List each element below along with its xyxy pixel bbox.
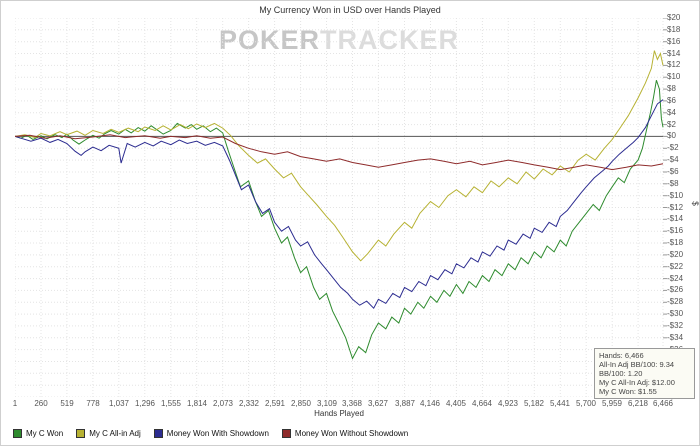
stats-line: Hands: 6,466 xyxy=(599,351,644,360)
legend-label: My C All-in Adj xyxy=(89,429,141,438)
series-line-1 xyxy=(15,50,664,262)
x-tick-label: 4,923 xyxy=(497,399,519,408)
x-tick-label: 3,627 xyxy=(367,399,389,408)
x-tick-label: 1 xyxy=(12,399,18,408)
legend-item-1[interactable]: My C All-in Adj xyxy=(76,429,141,438)
series-line-0 xyxy=(15,80,664,360)
chart-plot-area[interactable] xyxy=(15,18,671,397)
series-line-2 xyxy=(15,99,664,310)
x-tick-label: 4,405 xyxy=(445,399,467,408)
stats-line: My C Won: $1.55 xyxy=(599,387,657,396)
x-tick-label: 6,466 xyxy=(652,399,674,408)
legend-swatch-icon xyxy=(76,429,86,438)
legend-label: My C Won xyxy=(26,429,64,438)
x-tick-label: 2,850 xyxy=(290,399,312,408)
series-line-3 xyxy=(15,134,664,171)
x-tick-label: 5,700 xyxy=(575,399,597,408)
x-tick-label: 3,368 xyxy=(341,399,363,408)
legend-item-2[interactable]: Money Won With Showdown xyxy=(153,429,269,438)
legend: My C Won My C All-in Adj Money Won With Sh… xyxy=(13,429,408,438)
legend-swatch-icon xyxy=(281,429,291,438)
x-tick-label: 4,146 xyxy=(419,399,441,408)
x-tick-label: 519 xyxy=(60,399,74,408)
x-tick-label: 1,555 xyxy=(160,399,182,408)
x-tick-label: 3,887 xyxy=(394,399,416,408)
x-tick-label: 5,441 xyxy=(549,399,571,408)
legend-label: Money Won Without Showdown xyxy=(294,429,409,438)
chart-title: My Currency Won in USD over Hands Played xyxy=(259,5,441,15)
x-tick-label: 1,814 xyxy=(186,399,208,408)
legend-label: Money Won With Showdown xyxy=(166,429,269,438)
x-tick-label: 2,591 xyxy=(264,399,286,408)
x-tick-label: 2,073 xyxy=(212,399,234,408)
stats-box: Hands: 6,466 All-In Adj BB/100: 9.34 BB/10… xyxy=(594,348,695,399)
legend-swatch-icon xyxy=(13,429,22,438)
x-tick-label: 6,218 xyxy=(627,399,649,408)
x-tick-label: 4,664 xyxy=(471,399,493,408)
x-tick-label: 3,109 xyxy=(316,399,338,408)
stats-line: BB/100: 1.20 xyxy=(599,369,643,378)
x-tick-label: 5,959 xyxy=(601,399,623,408)
x-tick-label: 2,332 xyxy=(238,399,260,408)
y-axis-title: $ xyxy=(690,201,700,206)
x-tick-label: 778 xyxy=(86,399,100,408)
legend-swatch-icon xyxy=(153,429,163,438)
x-tick-label: 260 xyxy=(34,399,48,408)
legend-item-0[interactable]: My C Won xyxy=(13,429,63,438)
stats-line: My C All-In Adj: $12.00 xyxy=(599,378,675,387)
x-tick-label: 5,182 xyxy=(523,399,545,408)
legend-item-3[interactable]: Money Won Without Showdown xyxy=(281,429,409,438)
x-tick-label: 1,037 xyxy=(108,399,130,408)
x-tick-label: 1,296 xyxy=(134,399,156,408)
x-axis-title: Hands Played xyxy=(314,409,364,418)
stats-line: All-In Adj BB/100: 9.34 xyxy=(599,360,675,369)
